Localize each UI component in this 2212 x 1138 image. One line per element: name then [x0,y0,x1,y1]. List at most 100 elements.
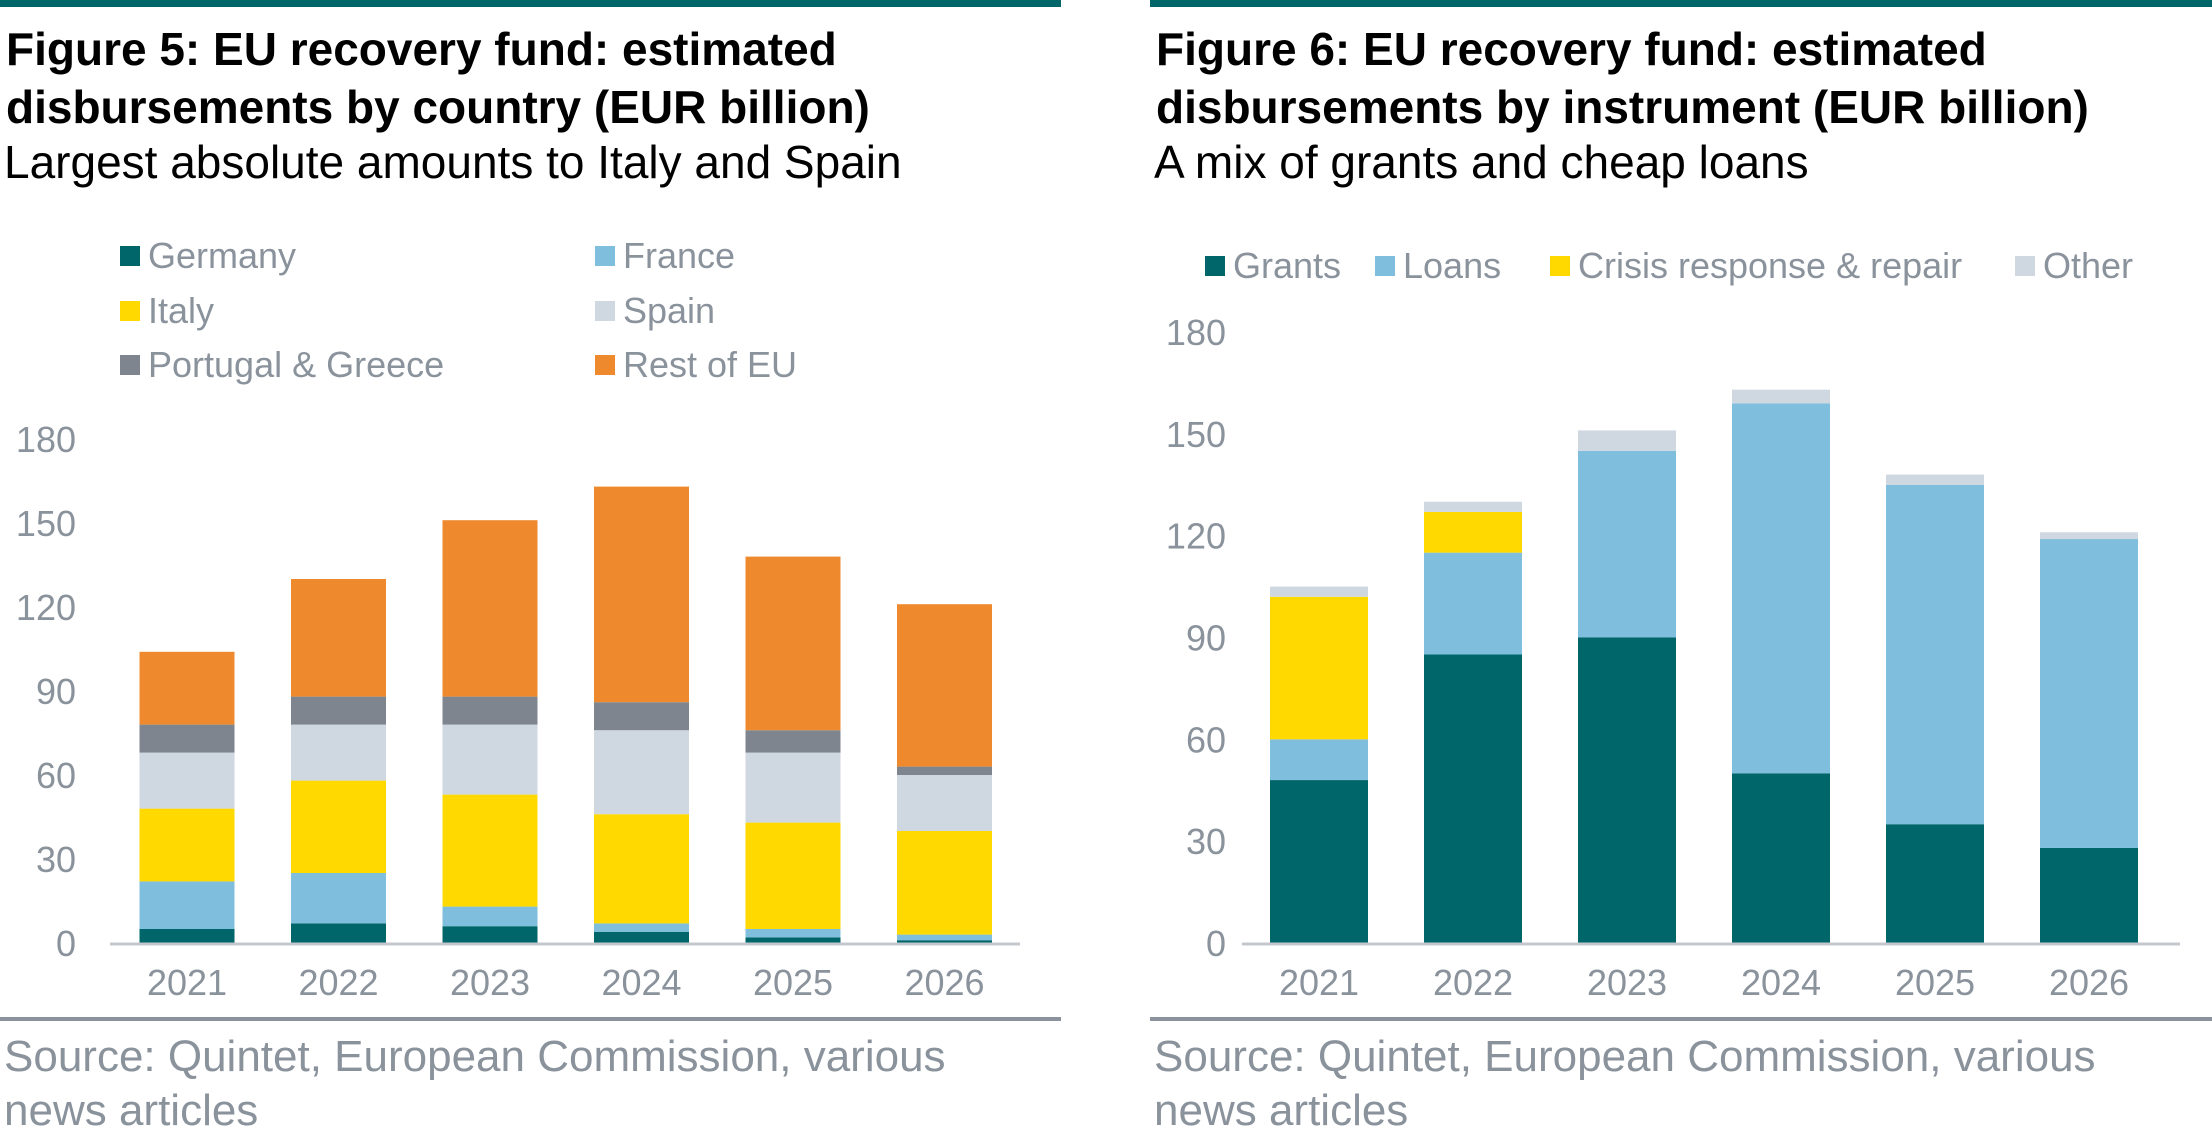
bar-segment [291,724,386,781]
bar-segment [745,752,841,823]
legend-label: Loans [1403,245,1502,286]
legend-swatch [595,246,615,266]
bar-segment [1424,501,1522,512]
bar-segment [1732,773,1830,943]
bar-segment [442,724,538,795]
x-tick-label: 2023 [1587,962,1667,1003]
legend-item-rest-of-eu: Rest of EU [595,345,797,385]
legend-item-italy: Italy [120,291,214,331]
bar-segment [594,486,689,703]
legend-item-germany: Germany [120,236,296,276]
bar-segment [1424,654,1522,943]
bar-segment [291,696,386,725]
legend-label: Portugal & Greece [148,344,445,385]
bar-segment [1886,824,1984,943]
legend-label: Crisis response & repair [1578,245,1963,286]
x-tick-label: 2026 [2049,962,2129,1003]
bar-segment [897,766,992,775]
legend-swatch [120,355,140,375]
bar-segment [1270,596,1368,740]
bar-segment [1886,474,1984,485]
bar-segment [1270,780,1368,943]
legend-item-spain: Spain [595,291,715,331]
bar-segment [442,696,538,725]
bar-segment [442,906,538,927]
x-tick-label: 2022 [298,962,378,1003]
bar-segment [2040,847,2138,943]
y-tick-label: 120 [16,587,76,628]
bar-segment [139,881,235,929]
bar-segment [745,937,841,943]
bar-segment [1578,450,1676,638]
bar-segment [291,873,386,924]
y-tick-label: 30 [36,839,76,880]
figure-5-subtitle: Largest absolute amounts to Italy and Sp… [4,136,902,188]
bar-segment [1424,511,1522,553]
bar-segment [139,808,235,882]
bar-segment [897,940,992,943]
bar-segment [2040,532,2138,540]
figure-5-panel: Figure 5: EU recovery fund: estimated di… [0,0,1061,1136]
legend-item-crisis-response: Crisis response & repair [1550,246,1962,286]
bar-segment [1886,484,1984,825]
legend-swatch [1550,256,1570,276]
y-tick-label: 90 [1186,618,1226,659]
legend-label: Rest of EU [623,344,798,385]
figure-5-chart: 0 30 60 90 120 150 180 2021 2022 2023 2024 2025 2026 [16,419,1020,1003]
x-tick-label: 2025 [753,962,833,1003]
legend-item-france: France [595,236,735,276]
y-tick-label: 180 [16,419,76,460]
legend-label: Germany [148,235,297,276]
bar-segment [2040,539,2138,848]
x-tick-label: 2026 [904,962,984,1003]
y-tick-label: 0 [56,923,76,964]
x-tick-label: 2021 [147,962,227,1003]
figure-5-source: Source: Quintet, European Commission, va… [4,1032,946,1135]
y-tick-label: 60 [1186,719,1226,760]
bar-segment [897,934,992,941]
bar-segment [139,651,235,725]
x-tick-label: 2021 [1279,962,1359,1003]
bar-segment [745,929,841,938]
bar-segment [594,931,689,943]
legend-label: Grants [1233,245,1342,286]
legend-swatch [120,246,140,266]
bar-segment [442,926,538,943]
legend-label: Italy [148,290,215,331]
legend-swatch [2015,256,2035,276]
figure-6-source: Source: Quintet, European Commission, va… [1154,1032,2096,1135]
bar-segment [1578,637,1676,943]
legend-label: Other [2043,245,2134,286]
legend-item-portugal-greece: Portugal & Greece [120,345,444,385]
bar-segment [594,730,689,815]
bar-segment [1732,389,1830,404]
bar-segment [442,794,538,907]
bar-segment [897,604,992,767]
figure-6-title: Figure 6: EU recovery fund: estimated di… [1156,23,2089,133]
y-tick-label: 150 [16,503,76,544]
bar-segment [442,520,538,697]
legend-swatch [1205,256,1225,276]
bar-segment [139,929,235,943]
bar-segment [897,775,992,831]
bar-segment [1732,403,1830,774]
x-tick-label: 2024 [601,962,681,1003]
bar-segment [1270,739,1368,781]
y-tick-label: 30 [1186,821,1226,862]
y-tick-label: 180 [1166,312,1226,353]
bar-segment [291,923,386,943]
bottom-rule [0,1017,1061,1021]
figure-6-subtitle: A mix of grants and cheap loans [1154,136,1809,188]
bar-segment [1578,430,1676,451]
bar-segment [745,822,841,929]
bar-segment [1424,552,1522,655]
bar-segment [139,752,235,809]
bar-segment [594,814,689,924]
legend-swatch [595,355,615,375]
top-rule [0,0,1061,7]
legend-item-grants: Grants [1205,246,1341,286]
y-tick-label: 0 [1206,923,1226,964]
bar-segment [1270,586,1368,597]
bar-segment [291,579,386,697]
top-rule [1150,0,2212,7]
